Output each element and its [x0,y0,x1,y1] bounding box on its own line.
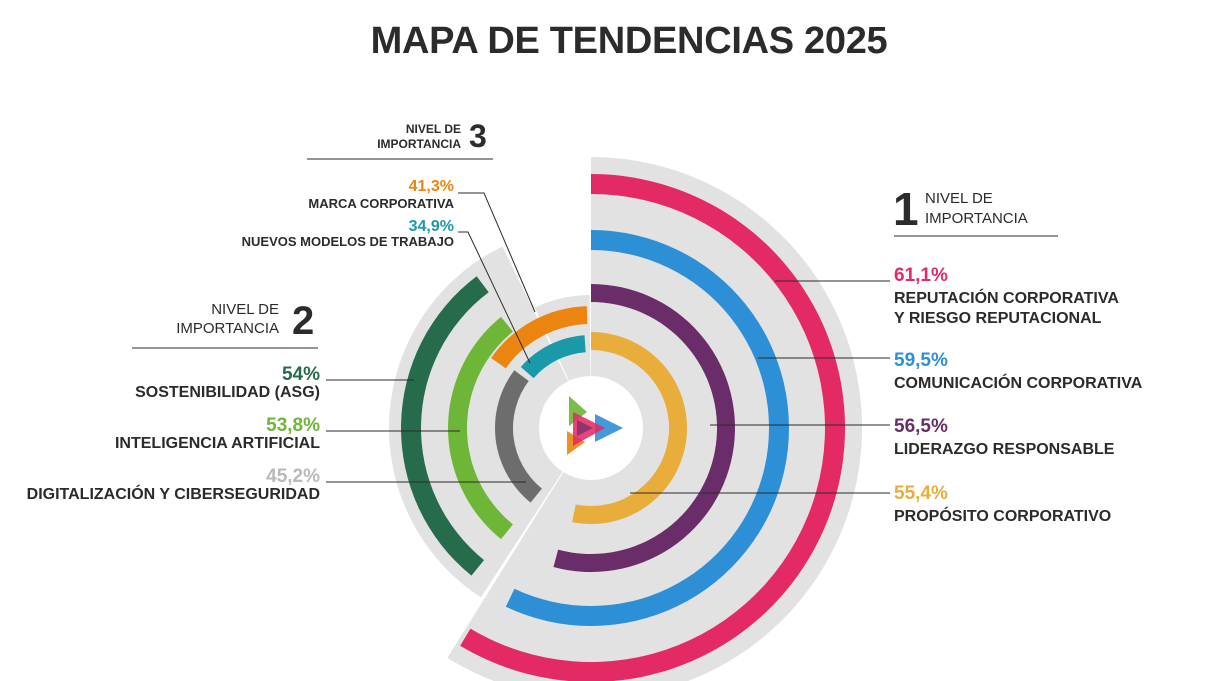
level-3-number: 3 [469,118,487,154]
level-1-number: 1 [893,183,919,235]
leader-lines [132,158,1058,494]
level-1-label: NIVEL DE [925,190,993,207]
category-label: NUEVOS MODELOS DE TRABAJO [242,234,454,249]
level-3-label: IMPORTANCIA [377,137,461,151]
level-2-label: NIVEL DE [211,301,279,318]
value-label: 54% [282,364,320,385]
category-label: MARCA CORPORATIVA [308,196,454,211]
value-labels: 61,1% REPUTACIÓN CORPORATIVA Y RIESGO REPU… [27,178,1143,525]
category-label: LIDERAZGO RESPONSABLE [894,441,1115,458]
value-label: 59,5% [894,350,948,371]
category-label: REPUTACIÓN CORPORATIVA [894,288,1119,307]
bar-marca-corporativa [491,306,588,369]
category-label: INTELIGENCIA ARTIFICIAL [115,435,320,452]
page-title: MAPA DE TENDENCIAS 2025 [371,20,888,62]
level-2-number: 2 [292,299,314,343]
category-label: PROPÓSITO CORPORATIVO [894,506,1111,525]
category-label: SOSTENIBILIDAD (ASG) [135,384,320,401]
value-label: 41,3% [409,178,454,195]
category-label: DIGITALIZACIÓN Y CIBERSEGURIDAD [27,484,320,503]
value-label: 45,2% [266,466,320,487]
leader-nuevos-modelos [458,231,531,364]
center-logo [567,396,623,455]
leader-marca [458,192,536,313]
value-label: 61,1% [894,265,948,286]
bar-nuevos-modelos-de-trabajo [520,335,586,379]
category-label: Y RIESGO REPUTACIONAL [894,310,1102,327]
bar-inteligencia-artificial [448,316,513,540]
level-3-label: NIVEL DE [406,122,461,136]
bar-prop-sito-corporativo [572,332,688,525]
logo-triangle-purple [577,420,593,436]
category-label: COMUNICACIÓN CORPORATIVA [894,373,1143,392]
level-1-background [447,157,862,681]
level-2-label: IMPORTANCIA [176,320,279,337]
bar-digitalizaci-n-y-ciberseguridad [495,370,542,503]
value-label: 53,8% [266,415,320,436]
level-1-label: IMPORTANCIA [925,210,1028,227]
value-label: 56,5% [894,416,948,437]
value-label: 55,4% [894,483,948,504]
bar-sostenibilidad-asg- [401,276,489,576]
value-label: 34,9% [409,218,454,235]
logo-triangle-blue [595,414,623,442]
ring-bars [401,174,845,681]
